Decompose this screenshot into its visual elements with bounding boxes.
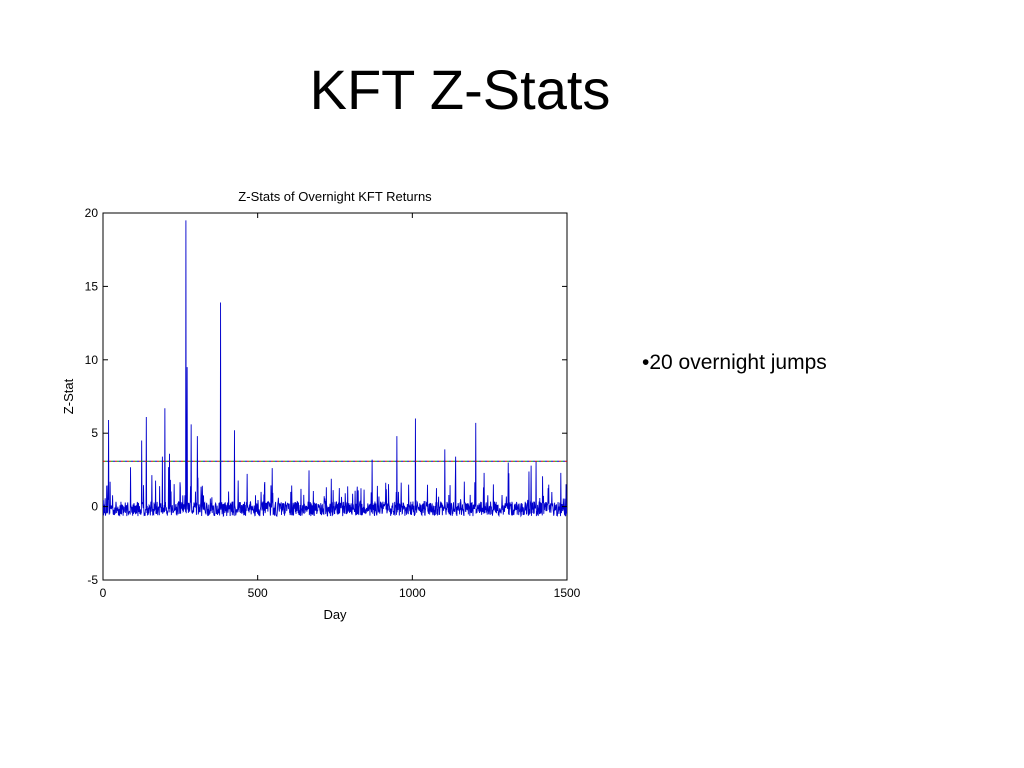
x-axis-label: Day (323, 607, 347, 622)
y-tick-label: 15 (85, 279, 99, 293)
plot-frame (102, 212, 568, 581)
z-stat-series-line (103, 220, 567, 518)
x-tick-label: 1500 (554, 586, 581, 600)
y-tick-label: 0 (91, 500, 98, 514)
bullet-item: •20 overnight jumps (642, 351, 827, 374)
x-tick-label: 0 (100, 586, 107, 600)
slide-title: KFT Z-Stats (309, 58, 611, 121)
x-tick-label: 500 (248, 586, 268, 600)
x-tick-label: 1000 (399, 586, 426, 600)
y-tick-label: -5 (87, 573, 98, 587)
y-axis-label: Z-Stat (61, 378, 76, 414)
y-tick-label: 10 (85, 353, 99, 367)
chart-title: Z-Stats of Overnight KFT Returns (238, 189, 432, 204)
plot-area (102, 212, 568, 581)
y-tick-label: 5 (91, 426, 98, 440)
y-tick-label: 20 (85, 206, 99, 220)
